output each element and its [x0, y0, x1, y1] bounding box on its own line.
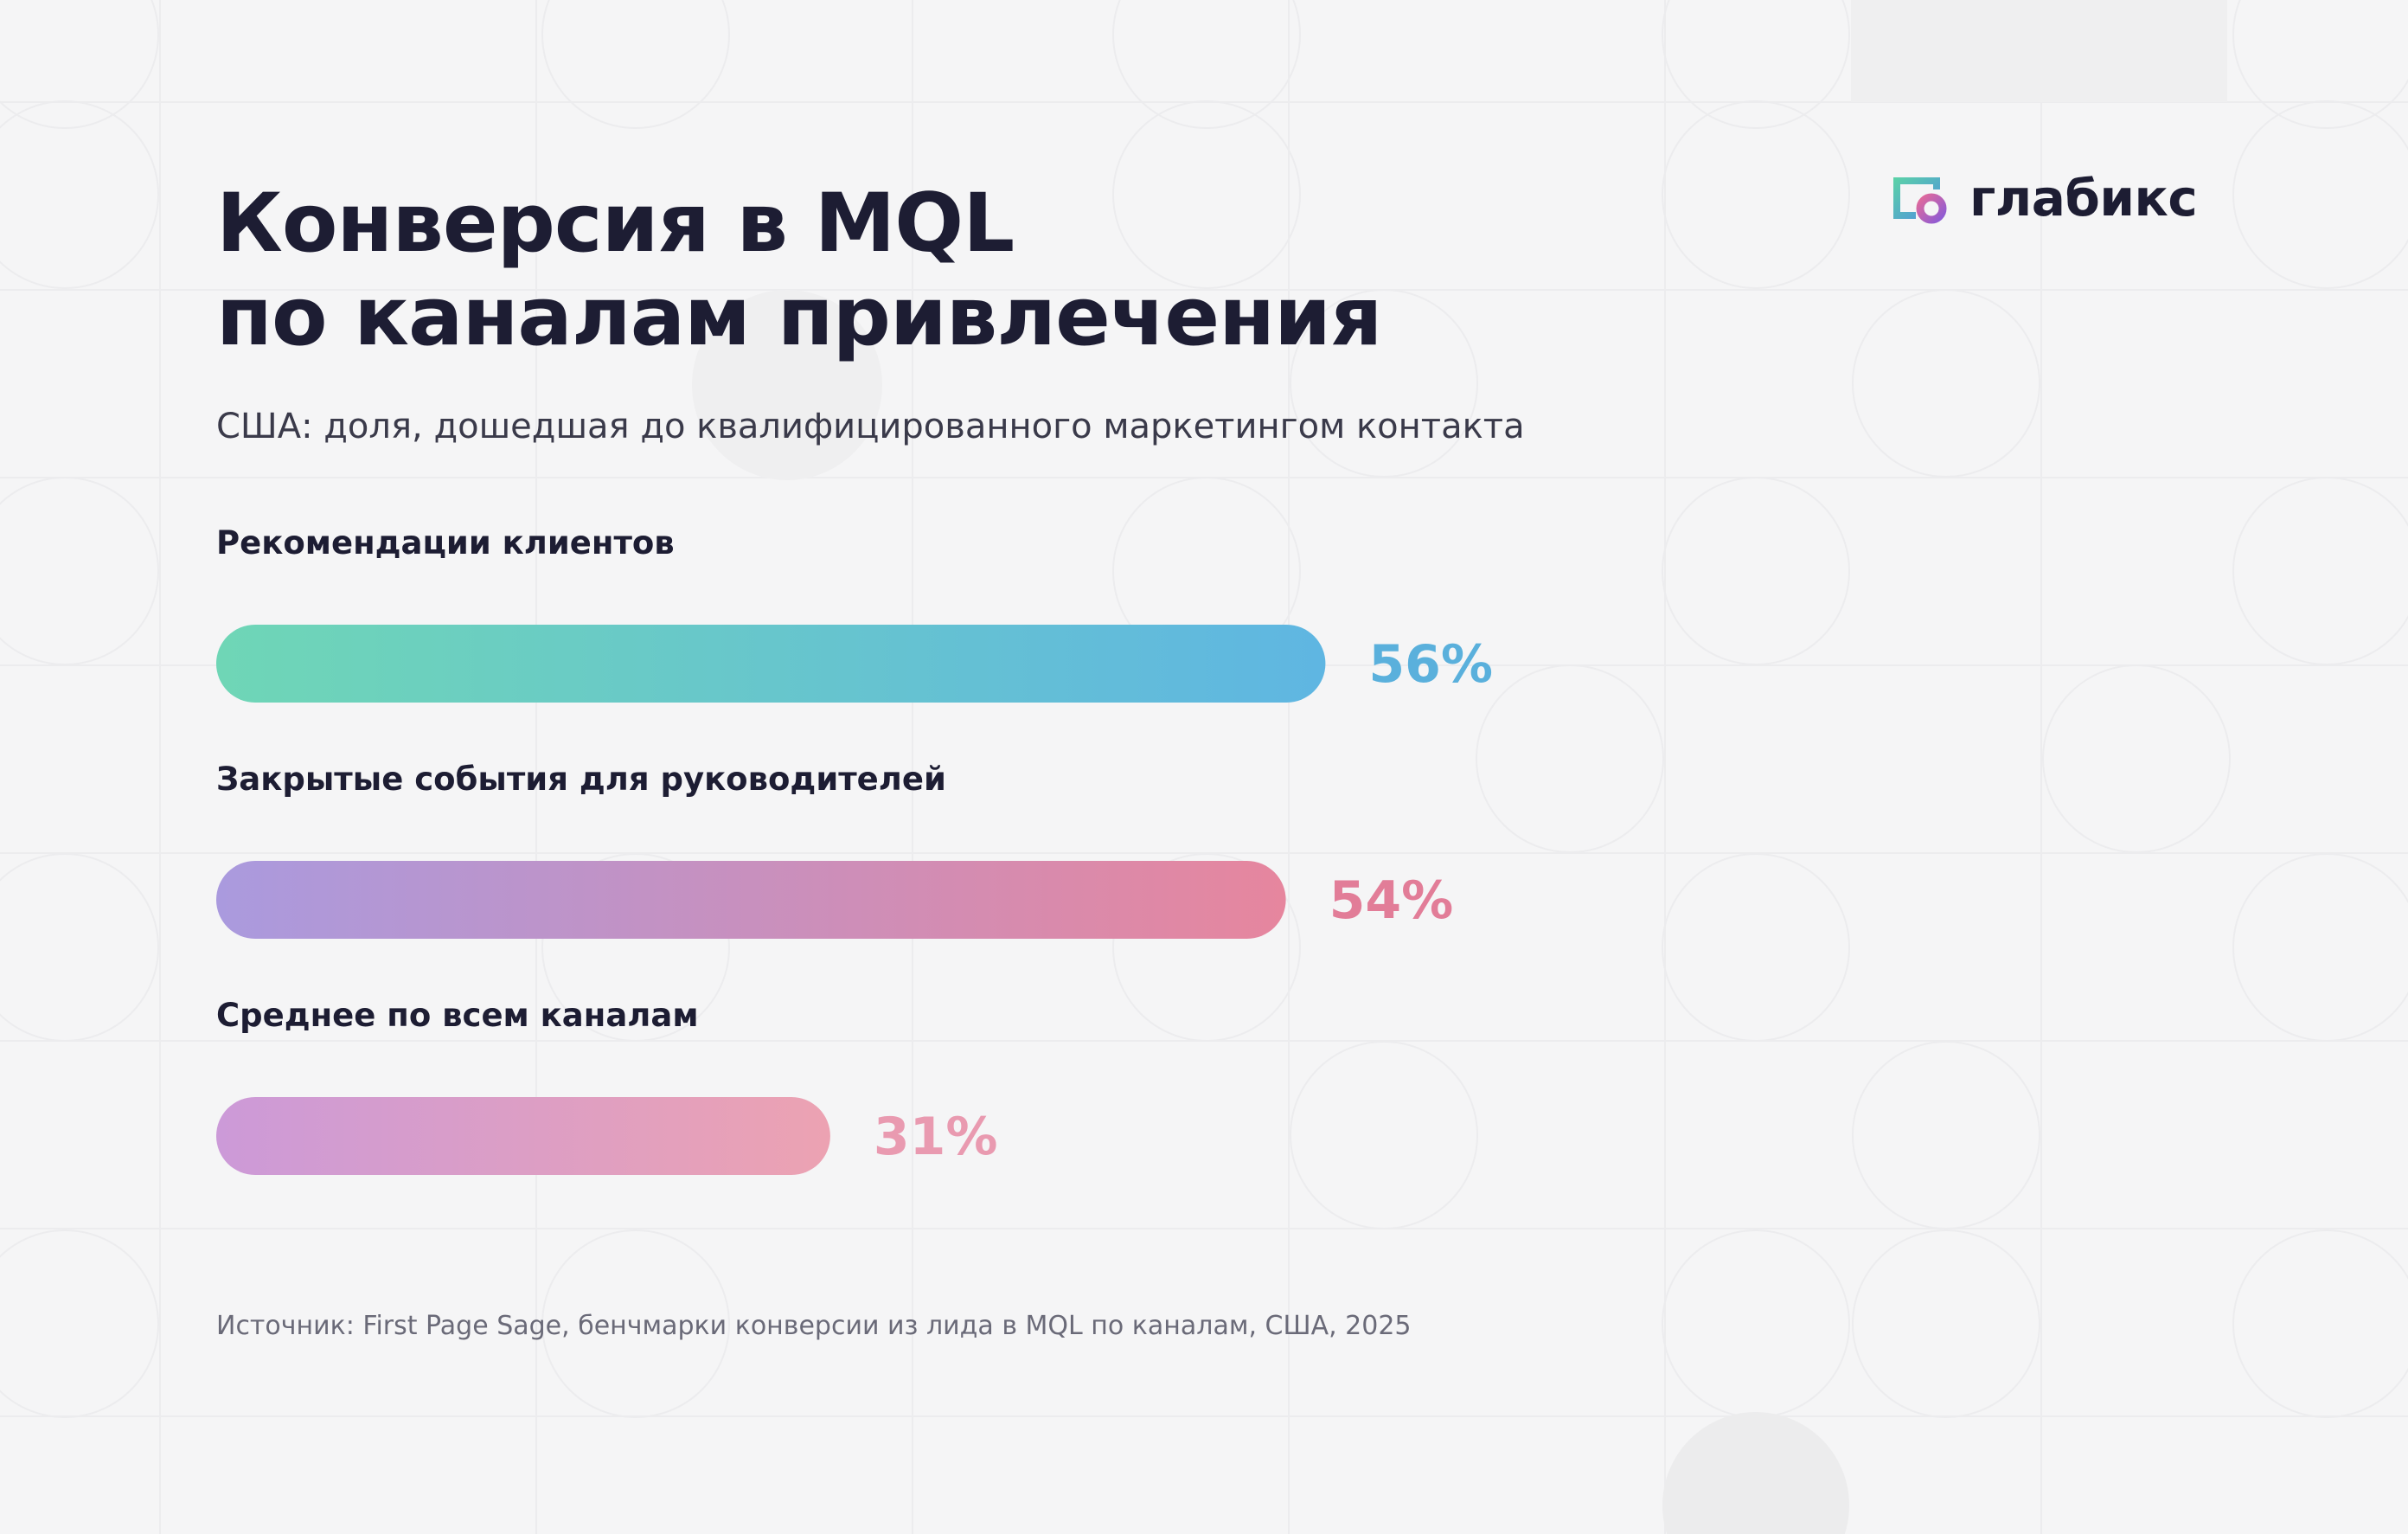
bar [216, 1097, 830, 1175]
chart-subtitle: США: доля, дошедшая до квалифицированног… [216, 407, 1525, 446]
logo-text: глабикс [1969, 169, 2198, 228]
category-label: Закрытые события для руководителей [216, 761, 946, 798]
brand-logo[interactable]: глабикс [1890, 169, 2198, 228]
bar [216, 861, 1286, 939]
category-label: Рекомендации клиентов [216, 524, 675, 562]
chart-title-line-2: по каналам привлечения [216, 270, 1382, 364]
logo-icon [1893, 177, 1947, 224]
value-label: 54% [1329, 870, 1454, 931]
category-label: Среднее по всем каналам [216, 997, 699, 1034]
value-label: 31% [874, 1107, 998, 1167]
chart-title: Конверсия в MQL по каналам привлечения [216, 177, 1382, 364]
chart-title-line-1: Конверсия в MQL [216, 177, 1015, 271]
value-label: 56% [1368, 634, 1493, 695]
source-note: Источник: First Page Sage, бенчмарки кон… [216, 1311, 1412, 1341]
bar [216, 625, 1326, 703]
